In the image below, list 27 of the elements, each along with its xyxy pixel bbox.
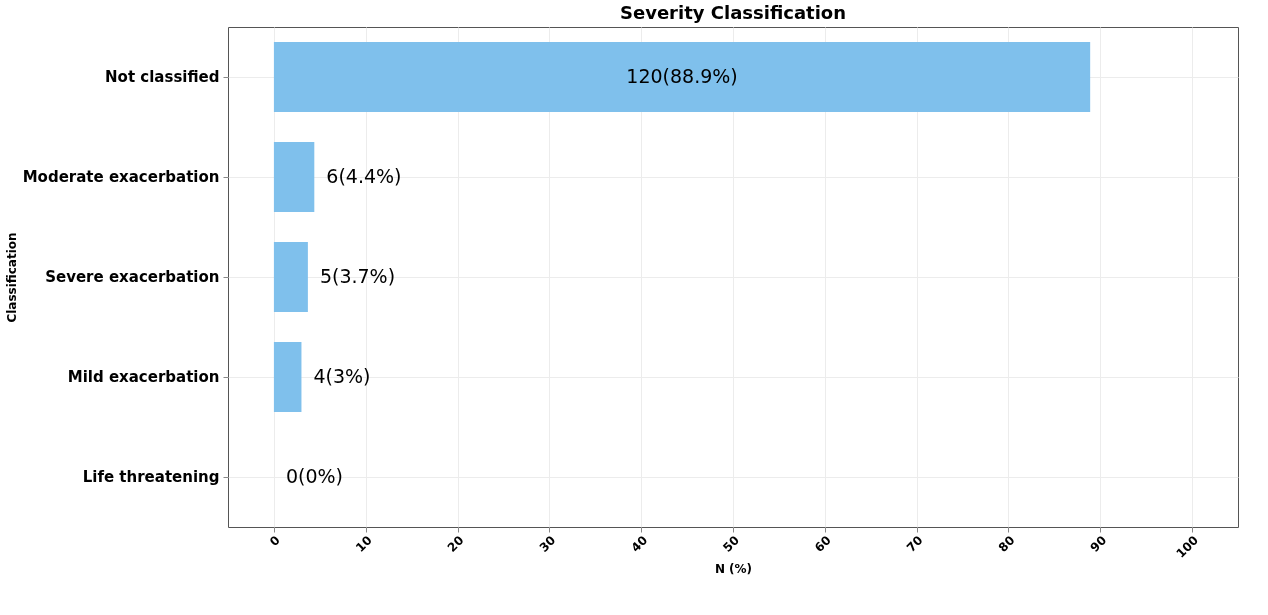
x-tick-label: 20 [444, 533, 467, 555]
y-tick-label: Moderate exacerbation [22, 168, 220, 186]
chart-title: Severity Classification [619, 2, 847, 23]
x-tick-label: 0 [267, 533, 283, 549]
y-tick-label: Severe exacerbation [45, 268, 220, 286]
x-axis-title: N (%) [714, 561, 753, 576]
bar [273, 342, 302, 412]
bar [273, 42, 1091, 112]
data-label: 5(3.7%) [319, 265, 396, 287]
x-tick-label: 50 [720, 533, 742, 555]
data-label: 120(88.9%) [626, 65, 738, 87]
x-tick-label: 10 [353, 533, 375, 555]
data-label: 6(4.4%) [326, 165, 402, 187]
y-axis-title: Classification [4, 232, 19, 323]
y-tick-label: Not classified [105, 68, 220, 86]
x-tick-label: 80 [995, 533, 1018, 555]
data-label: 4(3%) [313, 365, 371, 387]
y-tick-label: Mild exacerbation [67, 368, 220, 386]
data-label: 0(0%) [285, 465, 343, 487]
x-tick-label: 60 [812, 533, 834, 555]
x-tick-label: 90 [1087, 533, 1110, 555]
x-tick-label: 40 [628, 533, 651, 555]
x-tick-label: 30 [536, 533, 559, 555]
bar [273, 142, 315, 212]
x-tick-label: 70 [903, 533, 926, 555]
bar [273, 242, 308, 312]
y-tick-label: Life threatening [82, 468, 220, 486]
